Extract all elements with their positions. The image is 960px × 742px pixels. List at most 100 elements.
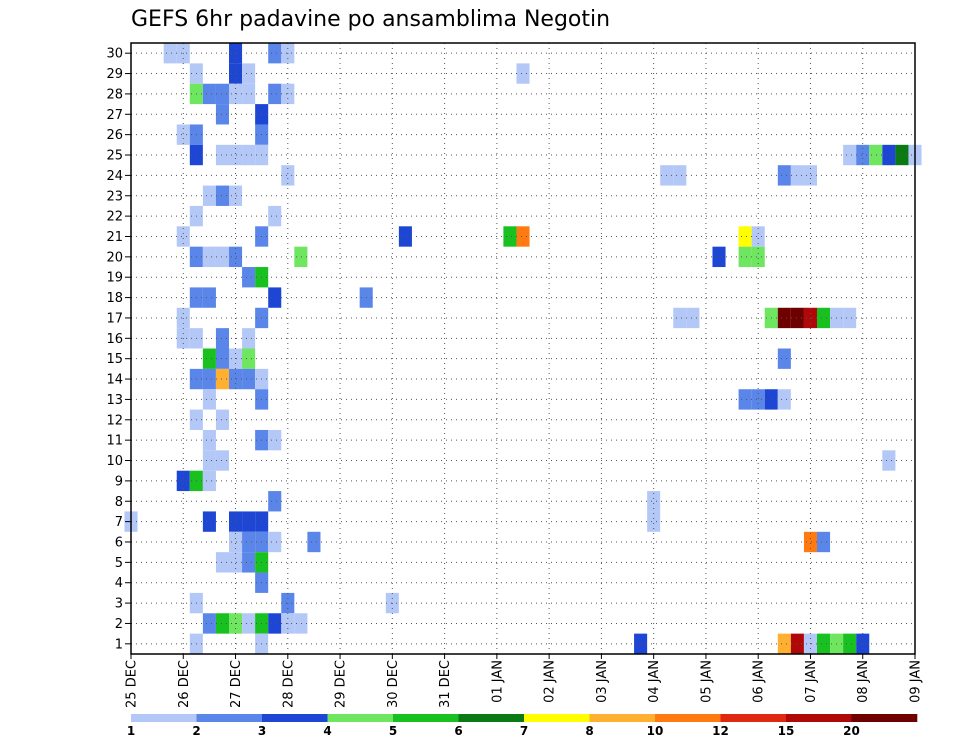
heatmap-cell: [516, 63, 530, 84]
y-tick-label: 30: [106, 47, 123, 62]
colorbar-label: 7: [520, 724, 528, 738]
x-tick-label: 27 DEC: [229, 660, 244, 708]
heatmap-cell: [268, 205, 282, 227]
y-tick-label: 25: [106, 149, 123, 164]
heatmap-cell: [294, 613, 308, 634]
heatmap-cell: [268, 531, 282, 553]
heatmap-cell: [738, 246, 752, 268]
heatmap-cell: [751, 389, 765, 410]
heatmap-cell: [215, 348, 229, 369]
heatmap-cell: [215, 613, 229, 634]
heatmap-cell: [790, 307, 804, 329]
heatmap-cell: [882, 144, 896, 166]
heatmap-cell: [215, 185, 229, 206]
heatmap-cell: [215, 368, 229, 390]
grid-lines: [131, 43, 915, 654]
x-tick-label: 02 JAN: [543, 660, 558, 703]
x-tick-label: 25 DEC: [125, 660, 140, 708]
y-tick-label: 18: [106, 291, 123, 306]
heatmap-cell: [268, 83, 282, 105]
x-tick-label: 08 JAN: [856, 660, 871, 703]
heatmap-cell: [268, 43, 282, 64]
colorbar-segment: [786, 714, 852, 722]
heatmap-cell: [803, 165, 817, 186]
colorbar-label: 10: [647, 724, 664, 738]
x-tick-label: 05 JAN: [699, 660, 714, 703]
y-tick-label: 3: [115, 597, 123, 612]
y-tick-label: 13: [106, 393, 123, 408]
heatmap-cell: [634, 633, 648, 654]
heatmap-cell: [673, 307, 687, 329]
heatmap-cell: [516, 226, 530, 247]
heatmap-cell: [215, 246, 229, 268]
x-tick-label: 01 JAN: [490, 660, 505, 703]
heatmap-cell: [202, 83, 216, 105]
heatmap-cell: [202, 450, 216, 471]
y-tick-label: 9: [115, 474, 123, 489]
heatmap-cell: [229, 531, 243, 553]
heatmap-cell: [215, 328, 229, 349]
y-tick-label: 7: [115, 515, 123, 530]
heatmap-cell: [777, 307, 791, 329]
colorbar-segment: [524, 714, 590, 722]
y-tick-label: 23: [106, 189, 123, 204]
y-axis: 1234567891011121314151617181920212223242…: [106, 47, 131, 652]
colorbar-label: 15: [778, 724, 795, 738]
heatmap-cell: [503, 226, 517, 247]
heatmap-cell: [215, 409, 229, 430]
heatmap-cell: [712, 246, 726, 268]
heatmap-cell: [686, 307, 700, 329]
colorbar-segment: [589, 714, 656, 722]
y-tick-label: 20: [106, 250, 123, 265]
y-tick-label: 27: [106, 108, 123, 123]
heatmap-cell: [268, 613, 282, 634]
heatmap-cell: [843, 307, 857, 329]
x-tick-label: 03 JAN: [595, 660, 610, 703]
heatmap-cell: [202, 185, 216, 206]
plot-frame: [130, 42, 916, 655]
colorbar-label: 20: [843, 724, 860, 738]
heatmap-cell: [215, 104, 229, 125]
heatmap-cell: [176, 226, 190, 247]
x-tick-label: 26 DEC: [177, 660, 192, 708]
colorbar-label: 6: [454, 724, 462, 738]
colorbar: 1 2 3 4 5 6 7 8 10 12 15 20: [127, 714, 918, 738]
heatmap-cell: [882, 450, 896, 471]
colorbar-label: 5: [389, 724, 397, 738]
heatmap-cell: [242, 63, 256, 84]
heatmap-cell: [777, 165, 791, 186]
x-tick-label: 07 JAN: [804, 660, 819, 703]
heatmap-cell: [229, 511, 243, 532]
colorbar-label: 1: [127, 724, 135, 738]
colorbar-segment: [458, 714, 525, 722]
y-tick-label: 16: [106, 332, 123, 347]
y-tick-label: 5: [115, 556, 123, 571]
colorbar-segment: [851, 714, 918, 722]
heatmap-cell: [215, 552, 229, 573]
heatmap-cell: [176, 307, 190, 329]
heatmap-cell: [777, 633, 791, 654]
y-tick-label: 17: [106, 311, 123, 326]
heatmap-cell: [777, 348, 791, 369]
colorbar-label: 8: [585, 724, 593, 738]
heatmap-cell: [268, 491, 282, 512]
y-tick-label: 10: [106, 454, 123, 469]
y-tick-label: 21: [106, 230, 123, 245]
heatmap-cell: [215, 144, 229, 166]
heatmap-cell: [803, 531, 817, 553]
heatmap-cell: [229, 144, 243, 166]
y-tick-label: 2: [115, 617, 123, 632]
heatmap-cell: [202, 429, 216, 451]
heatmap-cell: [163, 43, 177, 64]
heatmap-cell: [790, 165, 804, 186]
heatmap-cell: [242, 144, 256, 166]
heatmap-cell: [751, 226, 765, 247]
y-tick-label: 28: [106, 87, 123, 102]
y-tick-label: 19: [106, 271, 123, 286]
heatmap-cell: [242, 613, 256, 634]
heatmap-cell: [647, 491, 661, 512]
colorbar-label: 4: [323, 724, 331, 738]
heatmap-cell: [242, 83, 256, 105]
x-tick-label: 30 DEC: [386, 660, 401, 708]
heatmap-cell: [202, 470, 216, 492]
